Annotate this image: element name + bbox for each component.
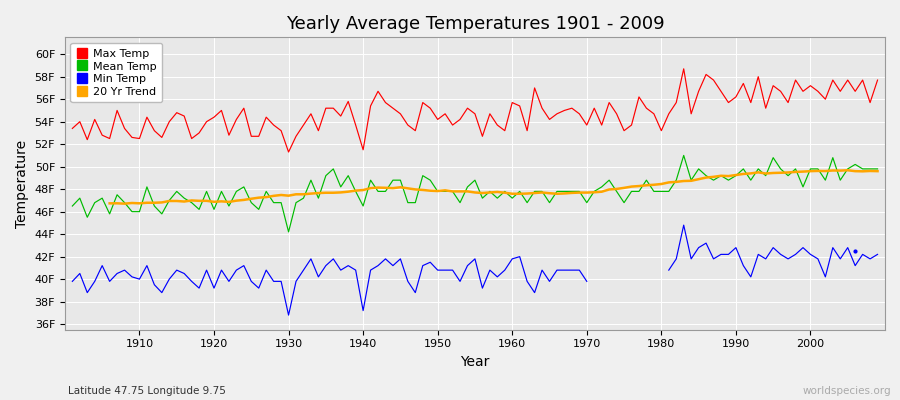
Title: Yearly Average Temperatures 1901 - 2009: Yearly Average Temperatures 1901 - 2009	[285, 15, 664, 33]
Legend: Max Temp, Mean Temp, Min Temp, 20 Yr Trend: Max Temp, Mean Temp, Min Temp, 20 Yr Tre…	[70, 43, 162, 102]
Text: worldspecies.org: worldspecies.org	[803, 386, 891, 396]
Text: Latitude 47.75 Longitude 9.75: Latitude 47.75 Longitude 9.75	[68, 386, 225, 396]
Y-axis label: Temperature: Temperature	[15, 140, 29, 228]
X-axis label: Year: Year	[460, 355, 490, 369]
